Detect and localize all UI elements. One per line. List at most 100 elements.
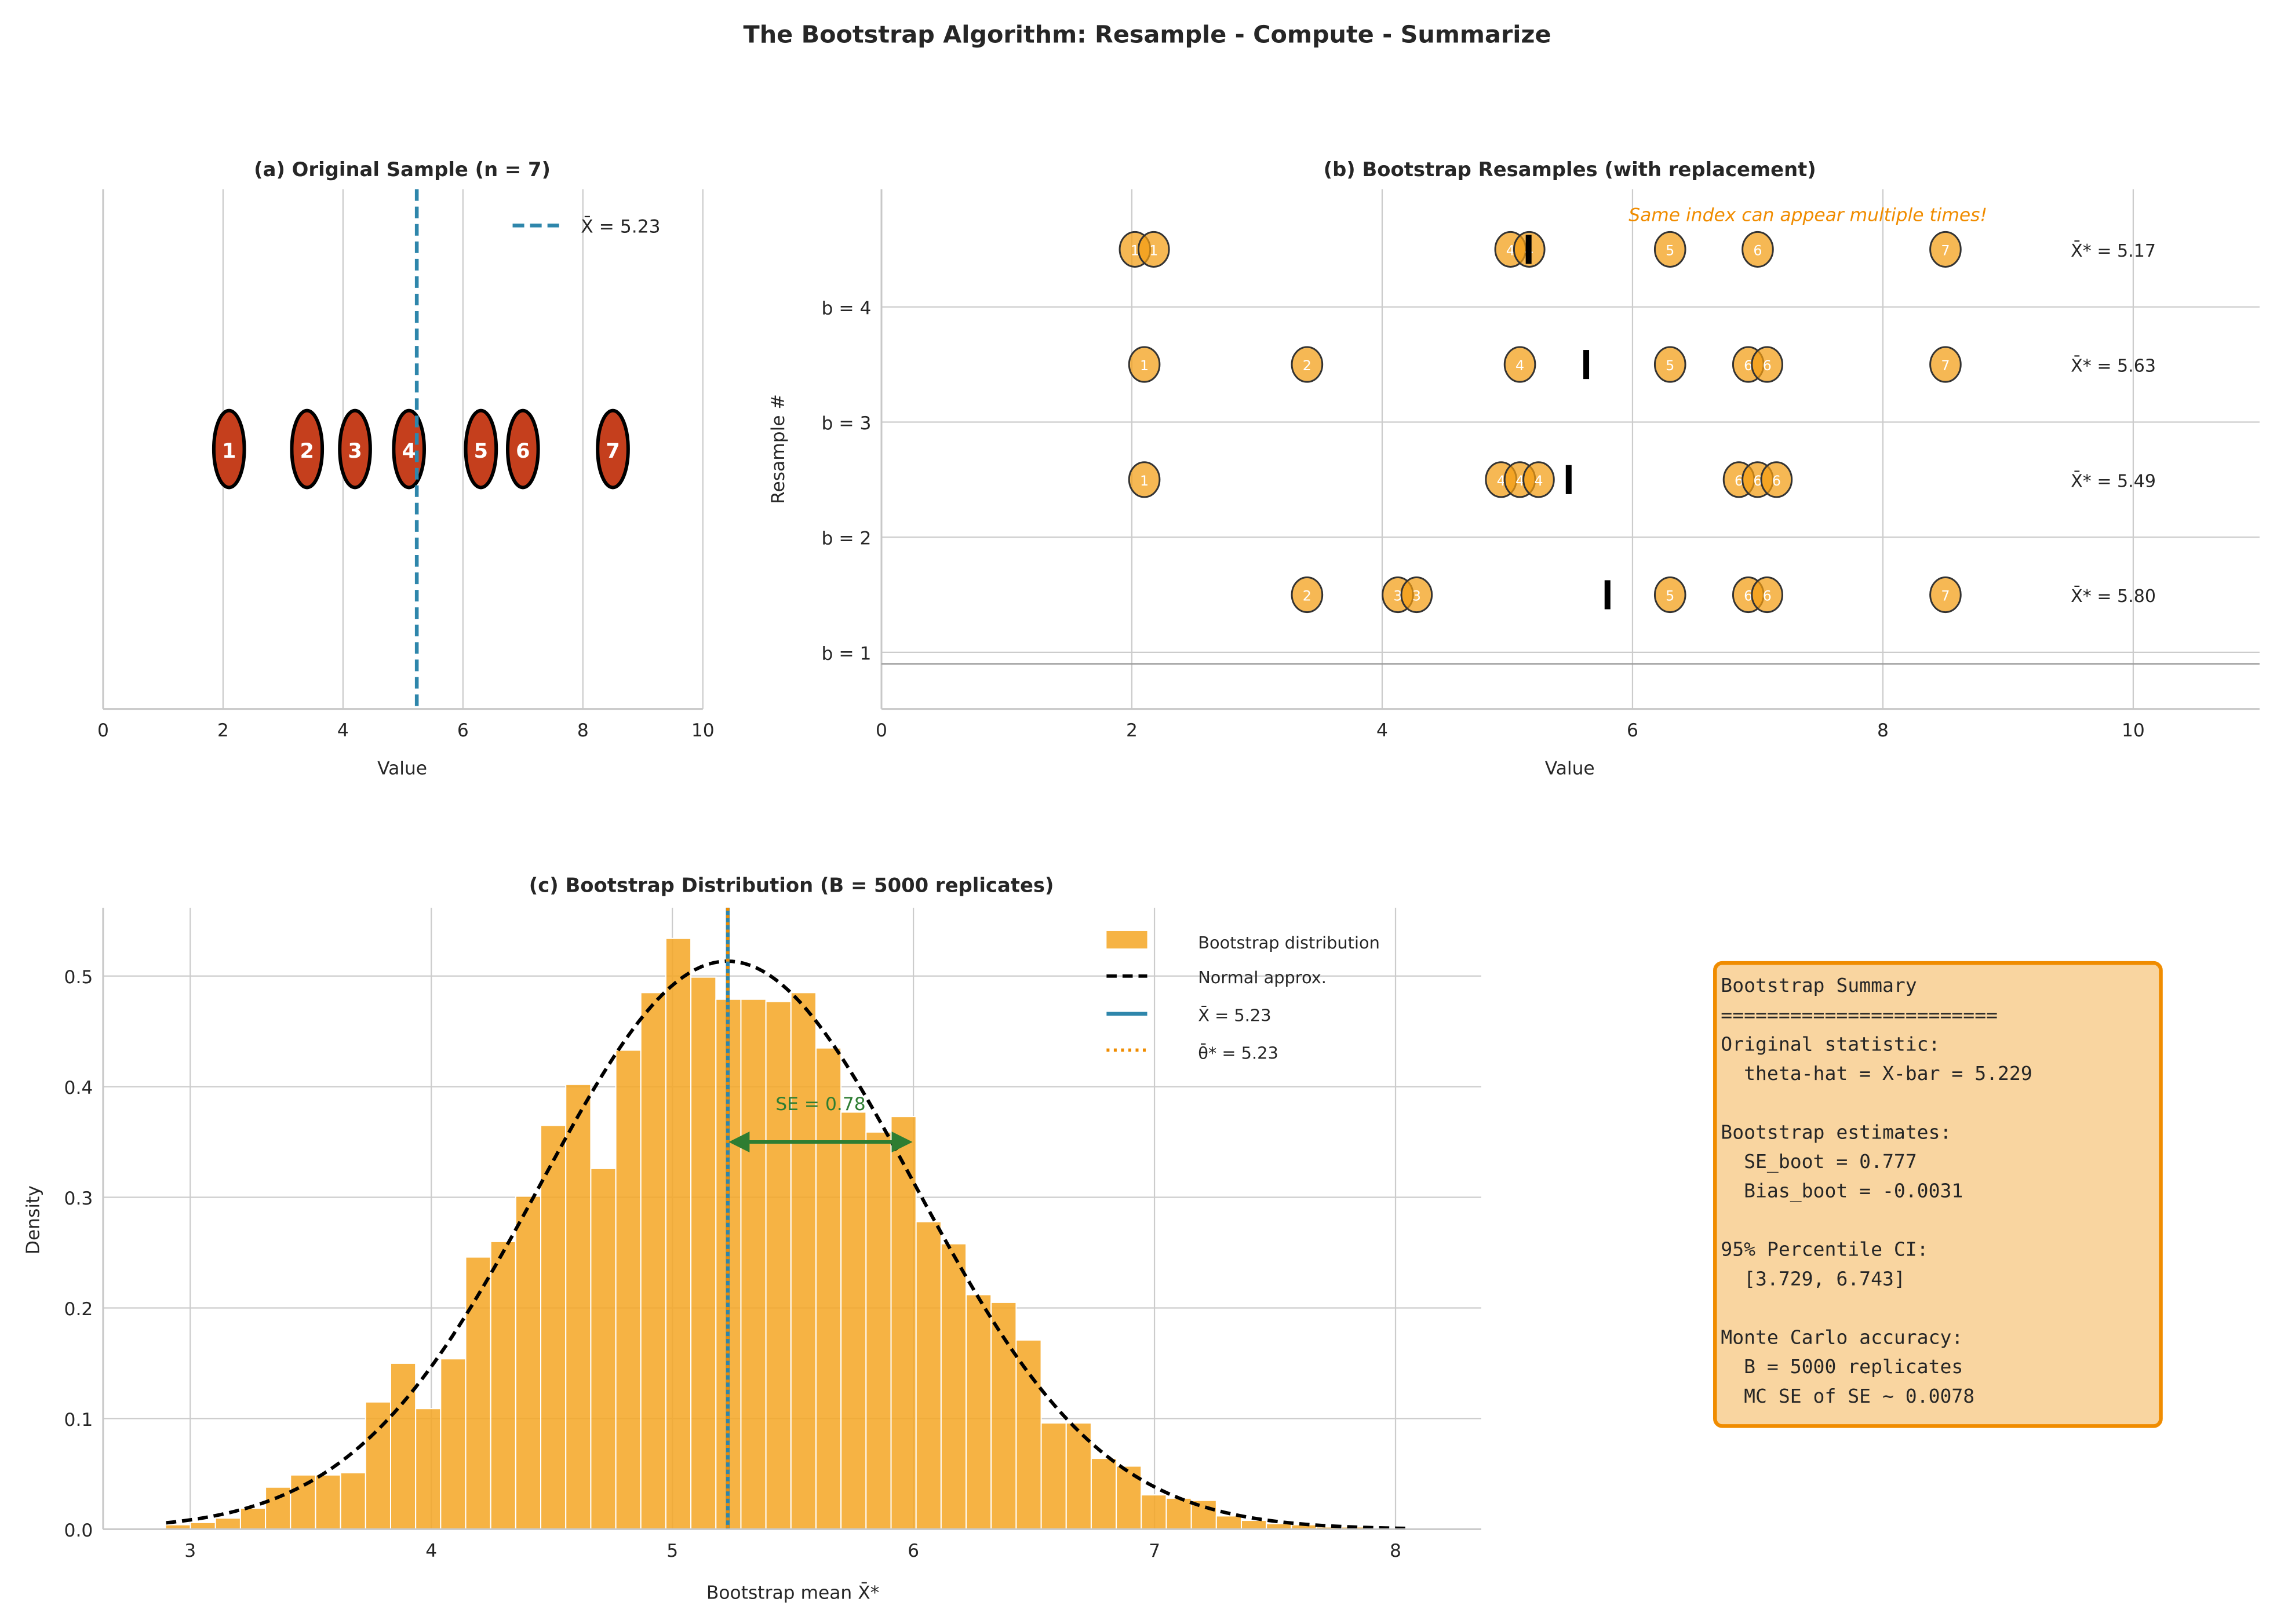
panel-b-bootstrap-resamples: (b) Bootstrap Resamples (with replacemen… [768, 158, 2260, 779]
resample-point-label: 3 [1393, 588, 1402, 604]
summary-line: [3.729, 6.743] [1721, 1267, 1905, 1290]
panel-a-title: (a) Original Sample (n = 7) [254, 158, 551, 181]
histogram-bar [265, 1486, 292, 1530]
legend-xbar-label: X̄ = 5.23 [1198, 1005, 1271, 1025]
resample-mean-label: X̄* = 5.49 [2071, 470, 2156, 491]
resample-point-label: 6 [1753, 242, 1762, 258]
histogram-bar [190, 1521, 216, 1530]
resample-point-label: 1 [1149, 242, 1158, 258]
panel-a-original-sample: (a) Original Sample (n = 7) 0 2 4 6 8 10 Valu… [97, 158, 715, 779]
y-tick-label: 0.2 [64, 1299, 93, 1320]
histogram-bar [1215, 1515, 1242, 1530]
y-axis-label: Density [23, 1185, 44, 1254]
histogram-bar [214, 1517, 241, 1530]
summary-line: ======================== [1721, 1003, 1998, 1026]
y-tick-label: b = 3 [821, 413, 871, 434]
resample-point [1291, 576, 1324, 614]
x-tick-label: 8 [577, 720, 589, 741]
sample-point [596, 408, 630, 490]
histogram-bar [840, 1111, 867, 1530]
resample-point-label: 6 [1753, 473, 1762, 489]
sample-point-label: 4 [402, 439, 416, 463]
resample-point-label: 4 [1515, 473, 1524, 489]
x-tick-label: 4 [337, 720, 349, 741]
resample-point-label: 5 [1666, 357, 1674, 374]
y-tick-label: b = 4 [821, 298, 871, 319]
resample-point [1653, 576, 1686, 614]
y-tick-label: 0.0 [64, 1520, 93, 1541]
resample-mean-marker [1604, 580, 1611, 610]
histogram-bar [315, 1474, 341, 1530]
resample-point [1522, 461, 1555, 498]
resample-point [1128, 346, 1161, 383]
x-tick-label: 8 [1390, 1541, 1401, 1561]
histogram-bar [1040, 1422, 1067, 1530]
sample-point [212, 408, 246, 490]
resample-point [1929, 346, 1962, 383]
resample-point-label: 6 [1744, 588, 1753, 604]
resample-point [1751, 576, 1783, 614]
histogram-bar [540, 1125, 567, 1530]
resample-point-label: 4 [1534, 473, 1543, 489]
normal-approx-curve [166, 959, 1411, 1531]
resample-point [1760, 461, 1793, 498]
legend: X̄ = 5.23 [512, 215, 661, 238]
resample-point [1128, 461, 1161, 498]
y-axis-label: Resample # [768, 394, 789, 504]
se-label: SE = 0.78 [775, 1094, 866, 1115]
x-tick-label: 0 [876, 720, 887, 741]
x-tick-label: 4 [1376, 720, 1388, 741]
histogram-bar [1141, 1494, 1167, 1530]
sample-point-label: 6 [516, 439, 530, 463]
x-tick-label: 10 [691, 720, 715, 741]
resample-point-label: 4 [1515, 357, 1524, 374]
summary-box: Bootstrap Summary =======================… [1713, 961, 2163, 1428]
summary-line: SE_boot = 0.777 [1721, 1150, 1917, 1173]
sample-point [505, 408, 540, 490]
histogram-bar [740, 998, 767, 1530]
y-tick-label: 0.4 [64, 1078, 93, 1099]
histogram-bar [890, 1116, 917, 1530]
x-tick-label: 7 [1149, 1541, 1160, 1561]
x-tick-label: 4 [425, 1541, 437, 1561]
x-tick-label: 0 [97, 720, 109, 741]
resample-mean-marker [1583, 350, 1590, 379]
x-tick-label: 8 [1877, 720, 1889, 741]
legend-hist-label: Bootstrap distribution [1198, 933, 1380, 952]
resample-mean-marker [1525, 235, 1532, 264]
x-axis-label: Value [1545, 758, 1595, 779]
summary-line: Bootstrap estimates: [1721, 1121, 1951, 1143]
resample-point-label: 7 [1941, 242, 1950, 258]
y-tick-label: b = 2 [821, 528, 871, 549]
resample-point-label: 2 [1303, 588, 1311, 604]
y-tick-label: 0.5 [64, 967, 93, 988]
resample-point-label: 6 [1763, 588, 1772, 604]
annotation: Same index can appear multiple times! [1628, 205, 1987, 226]
resample-mean-label: X̄* = 5.80 [2071, 586, 2156, 607]
histogram-bar [565, 1083, 592, 1530]
histogram-bar [290, 1474, 316, 1530]
sample-point [338, 408, 372, 490]
x-axis-label: Value [377, 758, 427, 779]
resample-point-label: 1 [1140, 473, 1149, 489]
se-annotation: SE = 0.78 [728, 1094, 913, 1153]
panel-b-title: (b) Bootstrap Resamples (with replacemen… [1324, 158, 1816, 181]
sample-point-label: 7 [606, 439, 620, 463]
histogram-bar [815, 1047, 842, 1530]
resample-point [1653, 231, 1686, 268]
histogram-bar [515, 1195, 542, 1530]
resample-point-label: 1 [1140, 357, 1149, 374]
histogram-bar [966, 1294, 992, 1530]
legend-normal-label: Normal approx. [1198, 968, 1327, 987]
histogram-bar [865, 1131, 892, 1530]
histogram-bar [440, 1358, 467, 1530]
resample-point [1137, 231, 1170, 268]
summary-line: theta-hat = X-bar = 5.229 [1721, 1062, 2032, 1085]
x-tick-label: 6 [457, 720, 469, 741]
resample-point-label: 1 [1131, 242, 1139, 258]
histogram-bar [1240, 1520, 1267, 1530]
panel-c-title: (c) Bootstrap Distribution (B = 5000 rep… [529, 874, 1054, 896]
legend-theta-label: θ̄* = 5.23 [1198, 1043, 1278, 1063]
sample-point [290, 408, 325, 490]
x-tick-label: 3 [184, 1541, 196, 1561]
